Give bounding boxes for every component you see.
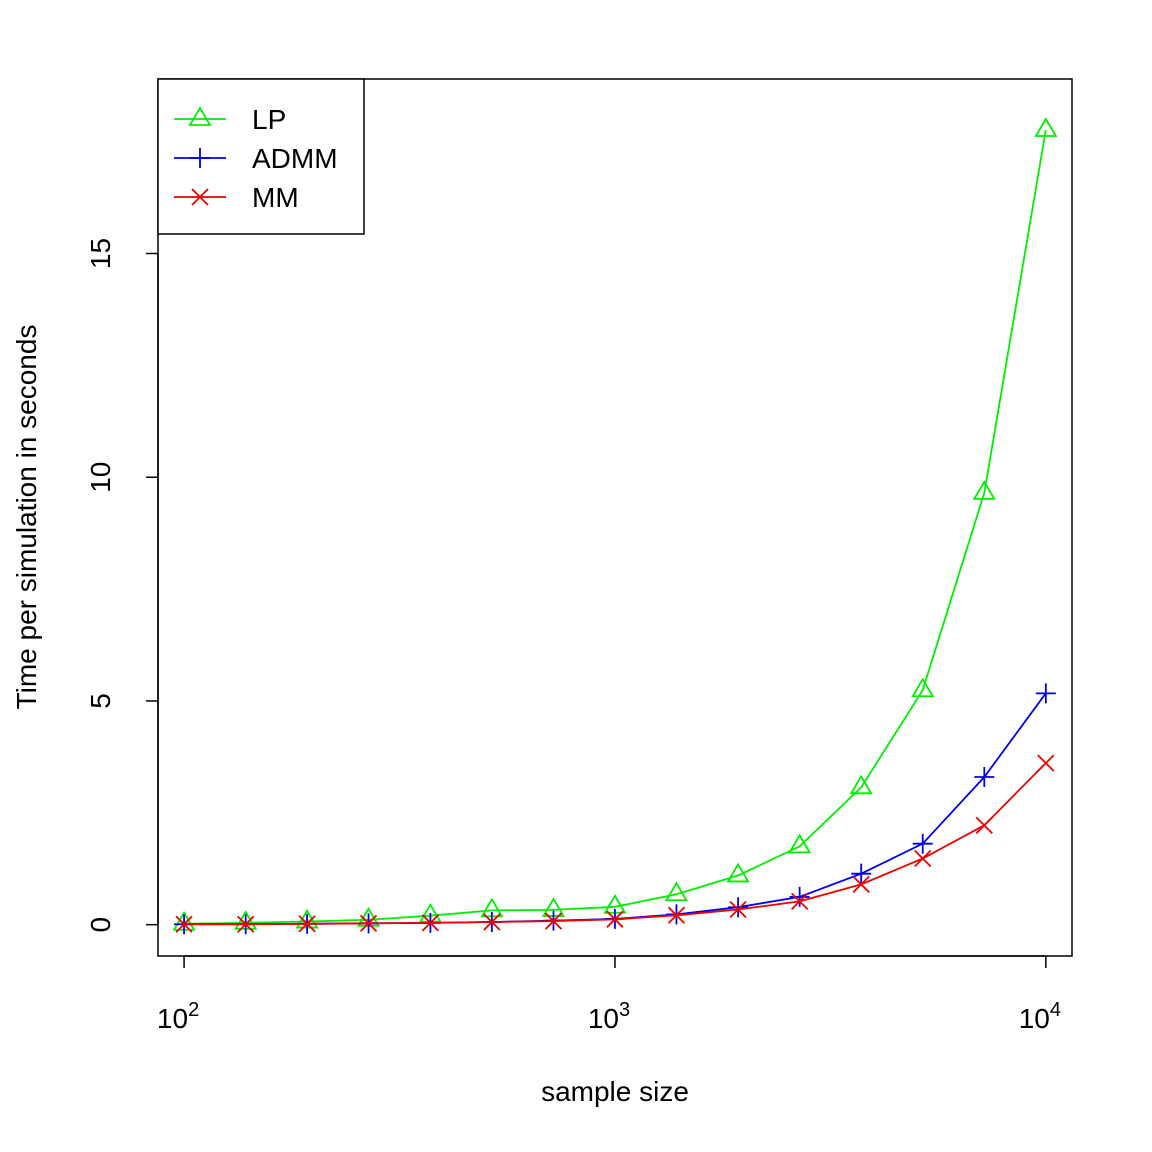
data-point-admm	[728, 897, 749, 918]
series-mm	[175, 754, 1055, 933]
data-point-mm	[544, 912, 563, 930]
data-point-mm	[606, 910, 624, 928]
legend-label-mm: MM	[252, 182, 299, 213]
x-tick-label: 104	[1019, 999, 1061, 1034]
data-point-lp	[664, 881, 689, 902]
series-line-lp	[184, 129, 1047, 925]
data-point-lp	[972, 480, 996, 500]
data-point-lp	[726, 862, 750, 883]
data-point-admm	[974, 767, 995, 788]
x-axis: 102 103 104	[157, 955, 1061, 1034]
x-tick-exponent: 4	[1050, 999, 1061, 1021]
data-point-admm	[789, 886, 810, 907]
data-point-mm	[852, 875, 870, 894]
data-point-mm	[975, 816, 993, 834]
y-tick-label: 10	[85, 462, 116, 493]
legend-marker-lp	[188, 106, 212, 126]
legend-item-admm: ADMM	[174, 143, 338, 174]
data-point-admm	[1035, 683, 1056, 704]
legend-label-admm: ADMM	[252, 143, 338, 174]
data-point-mm	[667, 906, 686, 924]
data-point-mm	[359, 914, 378, 932]
legend-label-lp: LP	[252, 104, 286, 135]
x-tick-base: 10	[588, 1003, 619, 1034]
data-point-admm	[851, 863, 872, 884]
legend-marker-mm	[191, 188, 209, 206]
x-tick-exponent: 3	[619, 999, 630, 1021]
x-tick-base: 10	[1019, 1003, 1050, 1034]
x-tick-label: 103	[588, 999, 630, 1034]
y-tick-label: 15	[85, 238, 116, 269]
data-point-lp	[849, 774, 873, 795]
data-point-lp	[788, 833, 812, 854]
y-tick-label: 5	[85, 693, 116, 709]
x-axis-label: sample size	[541, 1076, 689, 1107]
legend-item-lp: LP	[174, 104, 286, 135]
data-point-lp	[1034, 117, 1058, 137]
data-point-mm	[483, 913, 501, 931]
data-point-mm	[421, 914, 440, 932]
data-point-mm	[1037, 754, 1055, 772]
legend-marker-admm	[190, 148, 210, 168]
data-point-mm	[914, 849, 932, 868]
x-tick-exponent: 2	[188, 999, 199, 1021]
legend-box	[157, 78, 365, 235]
data-point-mm	[175, 915, 193, 933]
x-tick-base: 10	[157, 1003, 188, 1034]
data-point-lp	[911, 677, 935, 698]
y-tick-label: 0	[85, 917, 116, 933]
y-axis: 0 5 10 15	[85, 238, 159, 933]
data-point-mm	[298, 915, 316, 933]
legend-item-mm: MM	[174, 182, 299, 213]
data-point-mm	[729, 900, 747, 919]
legend: LP ADMM MM	[157, 78, 365, 235]
x-tick-label: 102	[157, 999, 199, 1034]
data-point-mm	[237, 915, 255, 933]
data-point-admm	[912, 833, 933, 854]
y-axis-label: Time per simulation in seconds	[11, 325, 42, 710]
series-layer	[172, 117, 1058, 935]
data-point-mm	[791, 892, 809, 911]
